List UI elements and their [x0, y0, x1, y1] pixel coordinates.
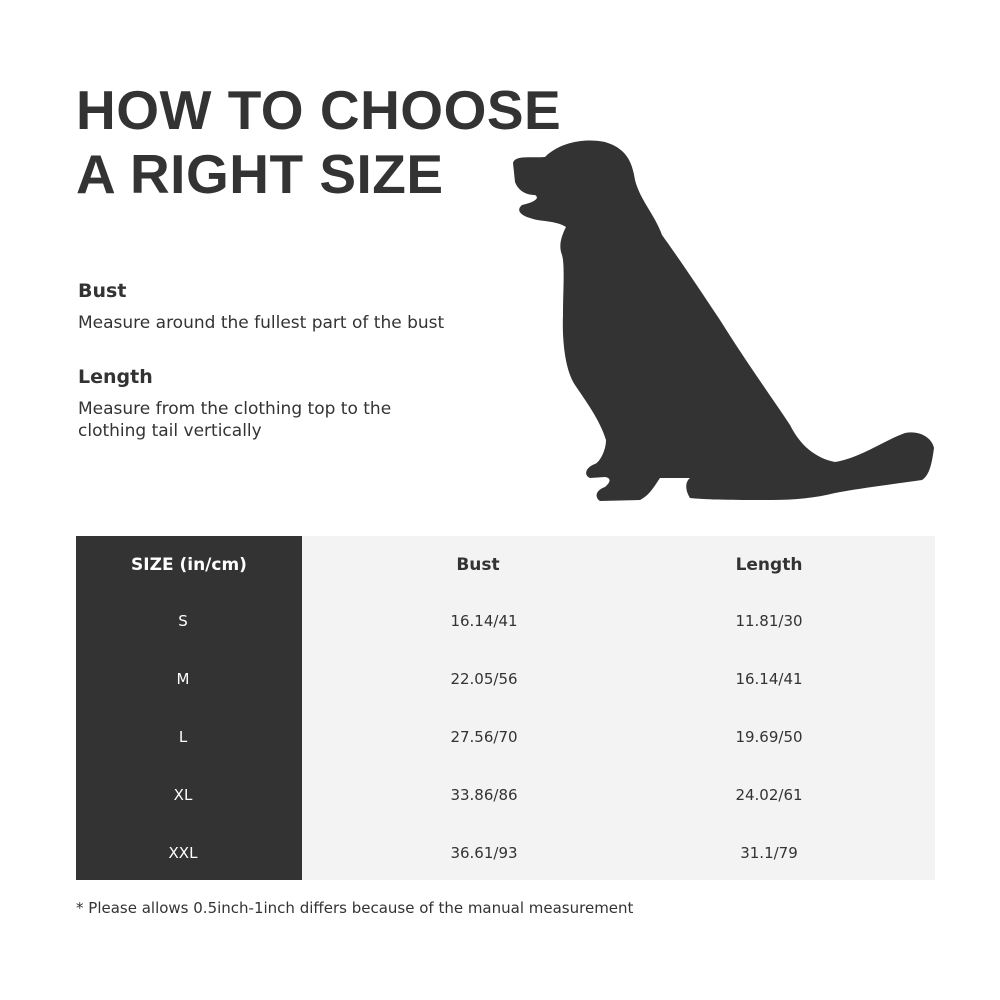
- header-size: SIZE (in/cm): [131, 555, 247, 575]
- length-xl: 24.02/61: [735, 786, 803, 804]
- bust-heading: Bust: [78, 280, 127, 302]
- page-title: HOW TO CHOOSE A RIGHT SIZE: [76, 78, 561, 206]
- bust-m: 22.05/56: [450, 670, 518, 688]
- title-line-2: A RIGHT SIZE: [76, 143, 444, 205]
- length-s: 11.81/30: [735, 612, 803, 630]
- size-m: M: [176, 670, 190, 688]
- size-table: SIZE (in/cm) Bust Length S 16.14/41 11.8…: [76, 536, 935, 880]
- size-xl: XL: [173, 786, 193, 804]
- header-bust: Bust: [456, 555, 500, 575]
- length-l: 19.69/50: [735, 728, 803, 746]
- size-l: L: [178, 728, 188, 746]
- measurement-note: * Please allows 0.5inch-1inch differs be…: [76, 899, 634, 917]
- length-heading: Length: [78, 366, 153, 388]
- size-column-background: [76, 536, 302, 880]
- size-s: S: [178, 612, 188, 630]
- length-description-line-2: clothing tail vertically: [78, 421, 262, 441]
- header-length: Length: [735, 555, 803, 575]
- length-xxl: 31.1/79: [740, 844, 798, 862]
- title-line-1: HOW TO CHOOSE: [76, 79, 562, 141]
- bust-xxl: 36.61/93: [450, 844, 518, 862]
- length-description-line-1: Measure from the clothing top to the: [78, 399, 392, 419]
- bust-l: 27.56/70: [450, 728, 518, 746]
- length-m: 16.14/41: [735, 670, 803, 688]
- bust-xl: 33.86/86: [450, 786, 518, 804]
- size-xxl: XXL: [168, 844, 198, 862]
- bust-s: 16.14/41: [450, 612, 518, 630]
- bust-description: Measure around the fullest part of the b…: [78, 313, 445, 333]
